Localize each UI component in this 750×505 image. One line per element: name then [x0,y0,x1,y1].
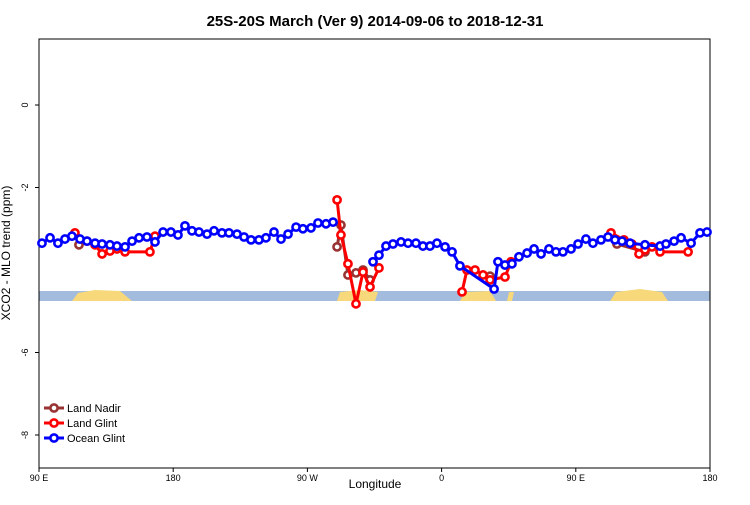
point [403,238,413,249]
point [112,241,122,251]
point [470,265,480,275]
point [702,227,712,237]
point [558,246,568,257]
point [686,238,696,249]
point [365,282,375,292]
point [617,236,627,247]
point [67,231,77,242]
point [661,239,671,249]
legend-label: Land Glint [67,418,117,430]
point [514,251,524,262]
x-tick-label: 180 [166,473,181,483]
point [298,223,308,234]
point [368,256,378,267]
point [536,249,546,259]
point [507,258,517,269]
point [336,230,346,240]
point [158,227,168,237]
point [82,236,92,247]
point [97,249,107,259]
point [455,260,465,271]
point [332,241,342,252]
plot-frame [38,38,711,469]
land-area [460,291,496,301]
point [283,229,293,240]
point [224,227,234,238]
x-tick-label: 90 E [30,473,49,483]
point [581,234,591,244]
point [351,298,361,309]
point [374,263,384,273]
y-tick-label: -6 [20,348,30,356]
point [683,246,693,257]
point [440,241,450,252]
point [522,248,532,258]
land-area [610,289,668,301]
point [374,250,384,261]
legend: Land Nadir Land Glint Ocean Glint [44,403,125,445]
point [97,239,107,249]
chart-title: 25S-20S March (Ver 9) 2014-09-06 to 2018… [207,13,544,30]
x-tick-label: 180 [702,473,717,483]
point [134,232,144,243]
y-tick-label: 0 [20,102,30,107]
legend-label: Ocean Glint [67,433,125,445]
point [343,258,353,269]
point [120,241,130,252]
y-tick-label: -8 [20,431,30,439]
point [529,244,539,254]
point [388,239,398,249]
point [261,232,271,243]
point [180,220,190,231]
x-tick-label: 90 E [567,473,586,483]
point [145,246,155,257]
land-mask [39,289,710,301]
point [37,238,47,249]
point [485,274,495,285]
point [142,232,152,242]
point [573,239,583,249]
point [209,225,219,236]
point [246,234,256,245]
point [457,286,467,297]
point [150,237,160,247]
point [173,230,183,240]
point [500,272,510,282]
point [676,232,686,243]
point [489,284,499,294]
point [358,267,368,277]
legend-marker [49,418,59,428]
point [276,234,286,244]
point [313,218,323,228]
point [45,232,55,243]
land-area [72,290,132,301]
point [478,270,488,280]
point [306,223,316,233]
point [53,238,63,249]
legend-label: Land Nadir [67,403,121,415]
point [269,227,279,237]
point [447,246,457,257]
point [588,238,598,249]
legend-marker [49,433,59,443]
land-area [507,292,514,301]
point [625,238,635,249]
point [328,217,338,228]
legend-marker [49,403,59,413]
x-tick-label: 90 W [297,473,319,483]
point [640,239,650,250]
point [432,238,442,249]
point [332,194,342,205]
y-tick-label: -2 [20,183,30,191]
point [566,244,576,254]
x-tick-label: 0 [439,473,444,483]
x-axis-label: Longitude [349,477,402,491]
y-axis-label: XCO2 - MLO trend (ppm) [0,186,13,321]
point [194,227,204,237]
